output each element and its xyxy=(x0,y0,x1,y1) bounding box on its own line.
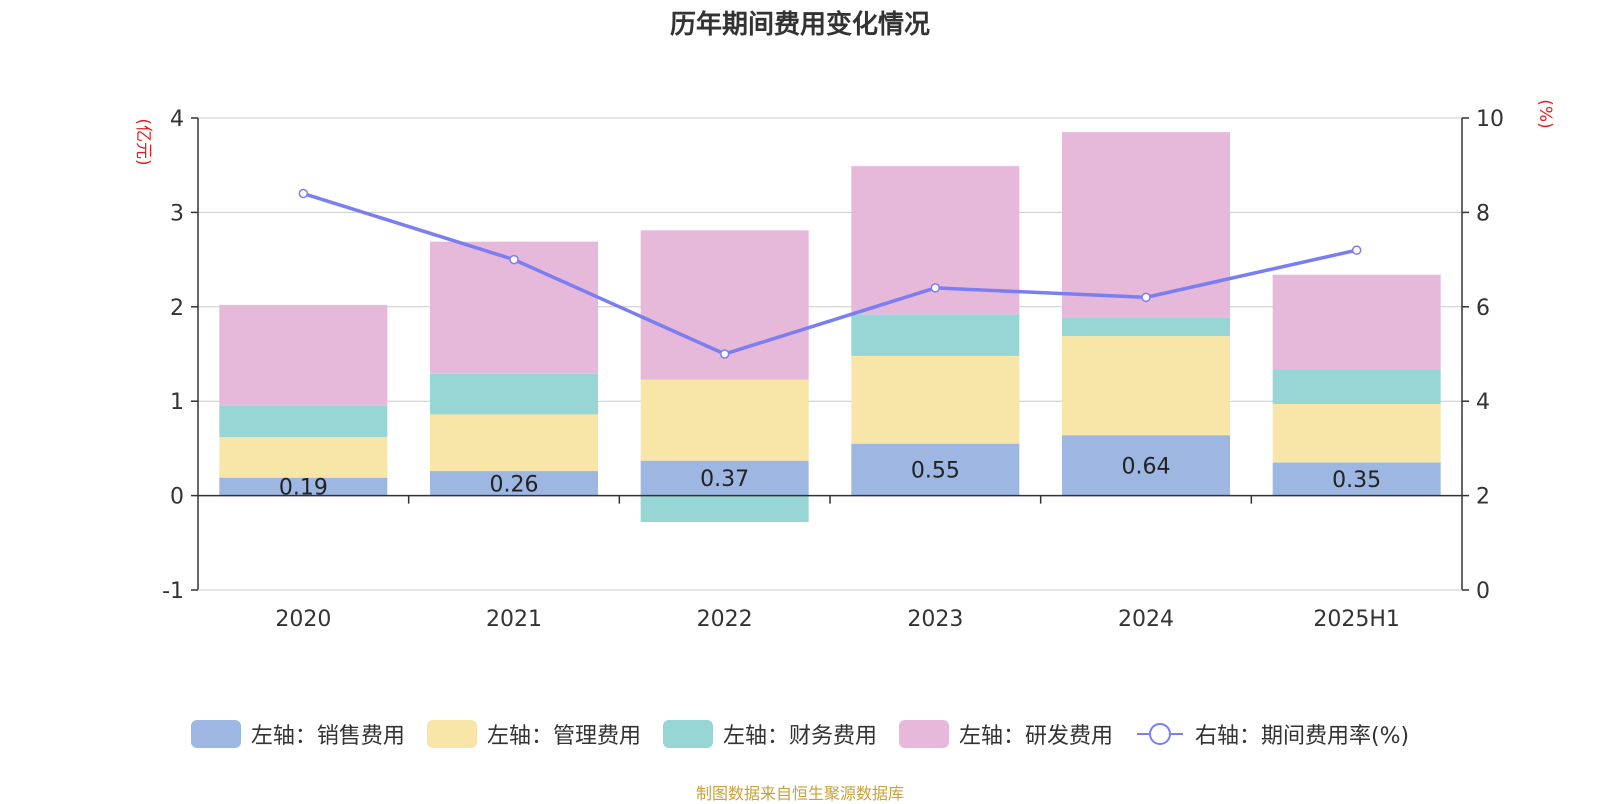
chart-title: 历年期间费用变化情况 xyxy=(669,10,930,40)
left-tick-label: 0 xyxy=(170,485,184,510)
chart-area: 0.19 0.26 0.37 0.55 0.64 0.35 -1 0 1 2 3 4 0 2 4 6 8 10 20… xyxy=(133,99,1555,632)
bar-3-2023 xyxy=(851,314,1020,356)
right-tick-label: 0 xyxy=(1476,579,1490,604)
right-axis-title: (%) xyxy=(1535,99,1555,128)
bar-value-label: 0.37 xyxy=(700,467,749,492)
legend-label: 左轴：销售费用 xyxy=(250,724,405,749)
bar-2-2024 xyxy=(1062,336,1230,436)
x-tick-label: 2022 xyxy=(697,607,753,632)
legend-line-marker xyxy=(1135,720,1185,748)
bar-2-2020 xyxy=(219,437,388,478)
right-tick-label: 6 xyxy=(1476,296,1490,321)
legend-item[interactable]: 左轴：管理费用 xyxy=(426,718,641,750)
bar-value-label: 0.55 xyxy=(911,459,960,484)
legend-label: 左轴：财务费用 xyxy=(722,724,877,749)
line-point-2025H1 xyxy=(1351,245,1362,255)
bar-1-2024 xyxy=(1062,435,1230,496)
x-tick-label: 2023 xyxy=(907,607,963,632)
line-point-2022 xyxy=(719,349,730,359)
x-tick-label: 2025H1 xyxy=(1313,607,1400,632)
left-tick-label: 4 xyxy=(170,107,184,132)
legend-item[interactable]: 右轴：期间费用率(%) xyxy=(1135,718,1409,750)
bar-1-2023 xyxy=(851,443,1020,496)
source-note: 制图数据来自恒生聚源数据库 xyxy=(695,784,904,803)
legend-label: 右轴：期间费用率(%) xyxy=(1194,724,1410,749)
line-point-2020 xyxy=(298,188,309,199)
legend-label: 左轴：管理费用 xyxy=(486,724,641,749)
bar-3-2025H1 xyxy=(1272,369,1441,405)
legend-item[interactable]: 左轴：销售费用 xyxy=(190,718,405,750)
bar-value-label: 0.35 xyxy=(1332,468,1381,493)
left-tick-label: -1 xyxy=(162,579,184,604)
legend-label: 左轴：研发费用 xyxy=(958,724,1113,749)
x-tick-label: 2024 xyxy=(1118,607,1174,632)
left-tick-label: 3 xyxy=(170,201,184,226)
line-point-2021 xyxy=(509,254,519,265)
bar-2-2021 xyxy=(430,414,598,472)
legend-swatch xyxy=(426,720,477,748)
right-tick-label: 10 xyxy=(1476,107,1504,132)
bar-3-2020 xyxy=(219,405,388,438)
right-tick-label: 8 xyxy=(1476,201,1490,226)
left-tick-label: 1 xyxy=(170,390,184,415)
legend-swatch xyxy=(898,720,949,748)
bar-4-2025H1 xyxy=(1272,274,1441,370)
bar-3-2021 xyxy=(430,373,598,415)
x-tick-label: 2020 xyxy=(275,607,331,632)
line-point-2024 xyxy=(1141,292,1151,303)
left-axis-title: (亿元) xyxy=(133,118,153,165)
bar-4-2024 xyxy=(1062,132,1230,318)
bar-2-2022 xyxy=(640,379,809,461)
x-tick-label: 2021 xyxy=(486,607,542,632)
bar-value-label: 0.26 xyxy=(490,472,539,497)
bar-2-2023 xyxy=(851,355,1020,444)
bar-1-2021 xyxy=(430,471,598,496)
bar-1-2020 xyxy=(219,477,388,496)
bar-1-2025H1 xyxy=(1272,462,1441,496)
bar-3-2024 xyxy=(1062,317,1230,337)
legend: 左轴：销售费用 左轴：管理费用 左轴：财务费用 左轴：研发费用 右轴：期间费用率(%) xyxy=(0,718,1600,750)
legend-item[interactable]: 左轴：财务费用 xyxy=(662,718,877,750)
bar-4-2020 xyxy=(219,304,388,406)
right-tick-label: 4 xyxy=(1476,390,1490,415)
bar-value-label: 0.19 xyxy=(279,476,328,501)
line-point-2023 xyxy=(930,283,941,293)
legend-swatch xyxy=(662,720,713,748)
legend-item[interactable]: 左轴：研发费用 xyxy=(898,718,1113,750)
bar-1-2022 xyxy=(640,460,809,496)
bar-3-2022 xyxy=(640,495,809,523)
right-tick-label: 2 xyxy=(1476,485,1490,510)
left-tick-label: 2 xyxy=(170,296,184,321)
legend-swatch xyxy=(190,720,241,748)
bar-2-2025H1 xyxy=(1272,404,1441,463)
line-series-rate xyxy=(302,191,1358,356)
bar-value-label: 0.64 xyxy=(1122,454,1171,479)
